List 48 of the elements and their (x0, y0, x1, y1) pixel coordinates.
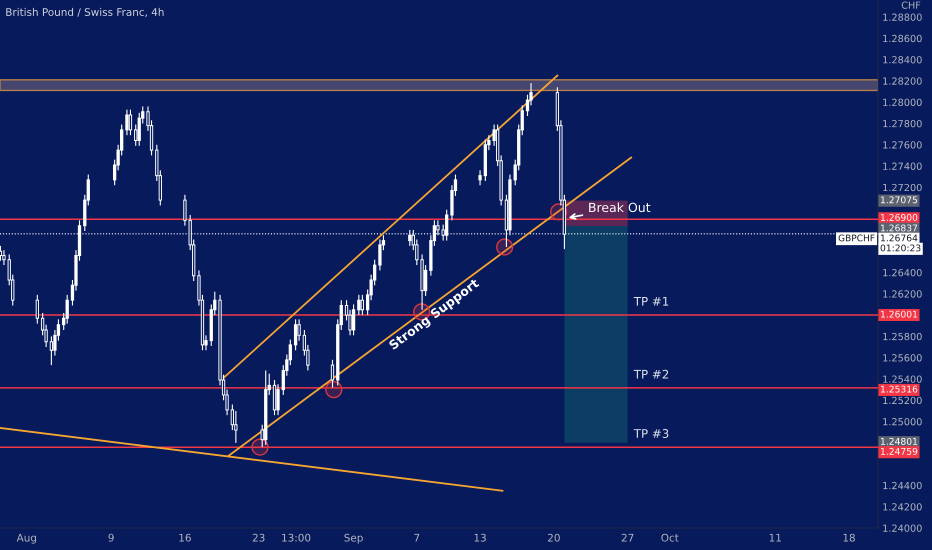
y-tick-label: 1.27600 (883, 141, 922, 149)
y-tick-label: 1.25600 (883, 354, 922, 362)
x-tick-label: Sep (344, 534, 363, 544)
y-tick-label: 1.26400 (883, 268, 922, 276)
x-tick-label: 20 (548, 534, 560, 542)
text: 1.27075 (881, 196, 918, 204)
annotation: Break Out (589, 202, 650, 212)
ref-line-label: 1.25316 (881, 386, 918, 393)
x-tick-label: 27 (622, 534, 634, 542)
y-tick-label: 1.25000 (883, 418, 922, 426)
x-tick-label: 11 (770, 534, 781, 542)
y-tick-label: 1.28400 (883, 56, 922, 64)
x-tick-label: 16 (179, 534, 191, 542)
y-tick-label: 1.28200 (883, 77, 922, 85)
annotation: TP #3 (634, 429, 668, 438)
annotation: GBPCHF (838, 234, 874, 242)
x-tick-label: 13:00 (282, 534, 310, 542)
y-tick-label: 1.26200 (883, 290, 922, 298)
y-tick-label: 1.25400 (883, 375, 922, 383)
x-tick-label: Aug (16, 534, 36, 544)
ref-line-label: 1.24759 (881, 448, 918, 455)
text: 1.24801 (881, 438, 918, 445)
y-tick-label: 1.24400 (883, 482, 922, 490)
ref-line-label: 1.26900 (881, 214, 918, 221)
x-tick-label: Oct (661, 534, 679, 542)
y-axis-title: CHF (902, 1, 920, 9)
y-tick-label: 1.27200 (883, 184, 922, 192)
annotation: TP #2 (634, 370, 668, 379)
y-tick-label: 1.28000 (883, 98, 922, 106)
text: 01:20:23 (880, 244, 920, 252)
x-tick-label: 7 (414, 534, 420, 542)
text: 1.26837 (881, 224, 918, 232)
y-tick-label: 1.24000 (883, 524, 922, 532)
y-tick-label: 1.28800 (883, 14, 922, 21)
y-tick-label: 1.27800 (883, 120, 922, 128)
y-tick-label: 1.24200 (883, 503, 922, 511)
ref-line-label: 1.26001 (881, 310, 918, 318)
x-tick-label: 9 (108, 534, 114, 542)
annotation: TP #1 (634, 296, 668, 306)
y-tick-label: 1.25800 (883, 332, 922, 340)
text: British Pound / Swiss Franc, 4h (6, 8, 164, 18)
x-tick-label: 13 (474, 534, 486, 542)
x-tick-label: 18 (844, 534, 855, 542)
y-tick-label: 1.28600 (883, 34, 922, 42)
ref-line-label: 1.26764 (881, 234, 918, 242)
x-tick-label: 23 (252, 534, 264, 542)
y-tick-label: 1.27400 (883, 162, 922, 170)
y-tick-label: 1.25200 (883, 396, 922, 404)
